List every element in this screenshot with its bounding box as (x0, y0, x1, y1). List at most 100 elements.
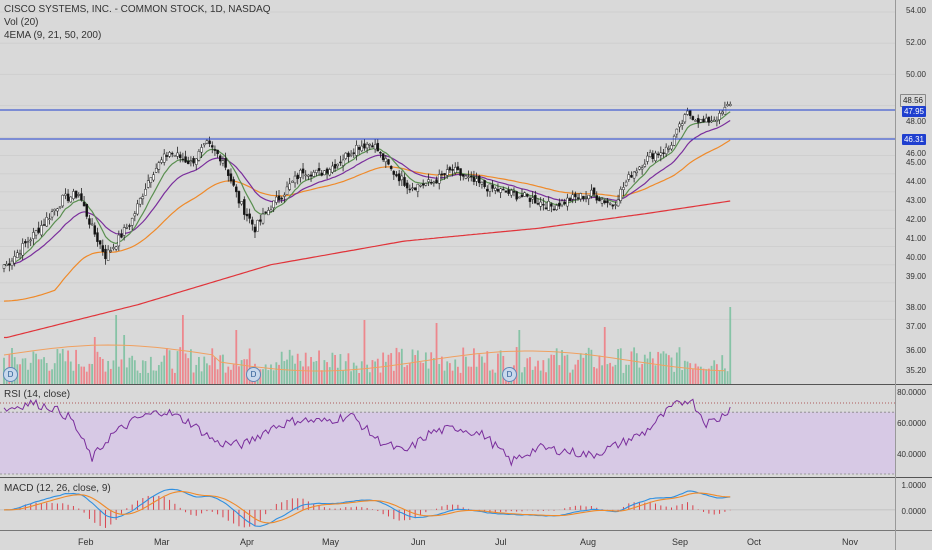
volume-bar (457, 366, 459, 385)
candle-body (728, 103, 732, 106)
candle-body (96, 232, 99, 242)
volume-bar (120, 359, 123, 385)
candle-body (291, 180, 294, 183)
candle-body (235, 186, 238, 193)
candle-body (686, 110, 689, 115)
volume-bar (550, 354, 553, 385)
volume-bar (181, 315, 184, 385)
candle-body (344, 152, 348, 159)
candle-body (128, 225, 131, 227)
candle-body (683, 114, 687, 123)
volume-bar (702, 368, 705, 385)
candle-body (2, 264, 6, 269)
price-tick: 39.00 (905, 272, 926, 281)
ema-50-line (3, 139, 731, 302)
dividend-marker[interactable]: D (502, 367, 517, 382)
dividend-marker[interactable]: D (246, 367, 261, 382)
candle-body (170, 152, 174, 155)
candle-body (259, 219, 262, 222)
volume-bar (147, 372, 150, 385)
candle-body (125, 227, 129, 229)
volume-bar (587, 347, 590, 385)
candle-body (141, 196, 145, 200)
candle-body (106, 249, 110, 261)
volume-bar (566, 354, 569, 385)
candle-body (432, 181, 436, 184)
volume-bar (699, 366, 702, 385)
volume-bar (547, 358, 550, 385)
candle-body (288, 183, 291, 190)
candle-body (424, 183, 428, 186)
volume-bar (240, 360, 243, 385)
candle-body (379, 152, 382, 154)
candle-body (520, 194, 524, 198)
candle-body (336, 163, 339, 167)
volume-bar (320, 370, 323, 385)
volume-bar (128, 357, 131, 385)
candle-body (114, 246, 118, 250)
candle-body (560, 200, 564, 206)
volume-bar (88, 363, 91, 385)
candle-body (261, 213, 265, 224)
volume-bar (304, 352, 307, 385)
volume-bar (347, 353, 350, 385)
candle-body (571, 194, 574, 200)
time-tick: Apr (240, 537, 255, 547)
volume-bar (184, 353, 187, 385)
candle-body (427, 179, 430, 183)
candle-body (152, 174, 155, 181)
volume-bar (32, 351, 35, 385)
volume-bar (56, 349, 59, 385)
volume-bar (11, 347, 13, 385)
time-tick: Sep (672, 537, 689, 547)
candle-body (558, 202, 561, 207)
candle-body (37, 227, 40, 233)
candle-body (643, 163, 647, 167)
horizontal-levels[interactable] (0, 109, 895, 140)
candle-body (574, 193, 577, 198)
volume-bar (601, 365, 603, 385)
volume-ma-line (3, 344, 725, 372)
volume-bar (59, 353, 61, 385)
candle-body (168, 152, 171, 157)
upper-level-tag[interactable]: 47.95 (901, 106, 926, 117)
volume-bar (264, 364, 267, 385)
candle-body (502, 188, 505, 191)
candle-body (715, 119, 719, 122)
volume-bar (590, 349, 593, 385)
volume-bar (489, 370, 491, 385)
candle-body (339, 161, 342, 164)
candle-body (56, 208, 59, 212)
macd-pane (0, 488, 895, 528)
candle-body (478, 175, 481, 184)
candle-body (587, 194, 590, 200)
volume-bar (155, 370, 158, 385)
dividend-marker[interactable]: D (3, 367, 18, 382)
candle-body (654, 152, 657, 162)
lower-level-tag[interactable]: 46.31 (901, 134, 926, 145)
rsi-label: RSI (14, close) (4, 389, 71, 400)
volume-bar (427, 368, 430, 385)
volume-bar (448, 363, 451, 385)
volume-bar (72, 370, 75, 385)
candle-body (470, 175, 473, 178)
candle-body (227, 169, 230, 176)
candle-body (640, 167, 644, 170)
candlesticks (2, 101, 732, 273)
volume-bar (494, 372, 497, 385)
candle-body (58, 206, 62, 209)
candle-body (301, 168, 305, 174)
candle-body (691, 116, 695, 120)
volume-bar (216, 369, 219, 385)
candle-body (309, 174, 313, 177)
volume-bar (577, 359, 579, 385)
candle-body (66, 193, 70, 202)
candle-body (32, 232, 35, 239)
price-tick: 37.00 (905, 322, 926, 331)
volume-bar (315, 361, 318, 385)
price-tick: 42.00 (905, 215, 926, 224)
volume-bar (19, 364, 21, 385)
candle-body (638, 166, 641, 170)
